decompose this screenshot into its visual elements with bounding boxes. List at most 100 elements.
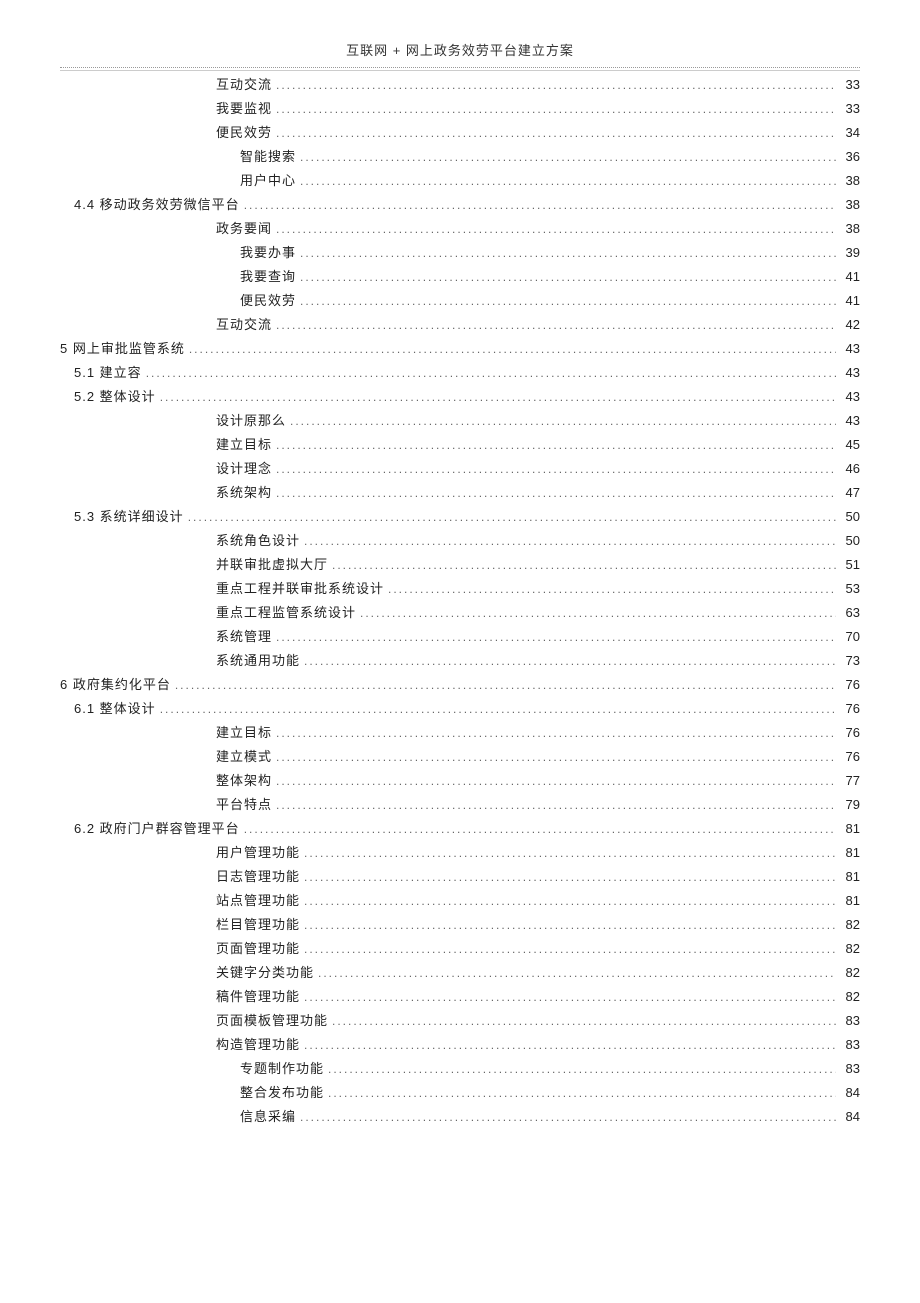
toc-entry: 用户管理功能..................................…: [60, 841, 860, 865]
toc-entry-label: 用户管理功能: [216, 841, 304, 865]
toc-entry-leader: ........................................…: [276, 481, 836, 505]
toc-entry: 重点工程并联审批系统设计............................…: [60, 577, 860, 601]
toc-entry-page: 76: [836, 673, 860, 697]
toc-entry-leader: ........................................…: [276, 457, 836, 481]
toc-entry-label: 系统架构: [216, 481, 276, 505]
toc-entry-leader: ........................................…: [160, 697, 836, 721]
toc-entry-leader: ........................................…: [300, 289, 836, 313]
toc-entry-label: 系统角色设计: [216, 529, 304, 553]
toc-entry: 建立目标....................................…: [60, 433, 860, 457]
toc-entry-leader: ........................................…: [360, 601, 836, 625]
toc-entry-leader: ........................................…: [388, 577, 836, 601]
toc-entry: 页面管理功能..................................…: [60, 937, 860, 961]
toc-entry-page: 33: [836, 73, 860, 97]
toc-entry: 4.4 移动政务效劳微信平台..........................…: [60, 193, 860, 217]
toc-entry-leader: ........................................…: [276, 721, 836, 745]
toc-entry: 整体架构....................................…: [60, 769, 860, 793]
toc-entry: 站点管理功能..................................…: [60, 889, 860, 913]
toc-entry-leader: ........................................…: [300, 1105, 836, 1129]
toc-entry-page: 70: [836, 625, 860, 649]
toc-entry-leader: ........................................…: [189, 337, 836, 361]
toc-entry-label: 智能搜索: [240, 145, 300, 169]
toc-entry: 5.2 整体设计................................…: [60, 385, 860, 409]
toc-entry-page: 81: [836, 889, 860, 913]
toc-entry-leader: ........................................…: [328, 1057, 836, 1081]
toc-entry-label: 6.2 政府门户群容管理平台: [74, 817, 244, 841]
toc-entry-leader: ........................................…: [160, 385, 836, 409]
toc-entry-label: 信息采编: [240, 1105, 300, 1129]
toc-entry-label: 5 网上审批监管系统: [60, 337, 189, 361]
toc-entry-label: 建立模式: [216, 745, 276, 769]
toc-entry-leader: ........................................…: [304, 937, 836, 961]
toc-entry-label: 政务要闻: [216, 217, 276, 241]
page-header-title: 互联网 + 网上政务效劳平台建立方案: [60, 40, 860, 68]
toc-entry-leader: ........................................…: [244, 193, 836, 217]
toc-entry-page: 81: [836, 841, 860, 865]
toc-entry-label: 并联审批虚拟大厅: [216, 553, 332, 577]
toc-entry: 政务要闻....................................…: [60, 217, 860, 241]
toc-entry-page: 46: [836, 457, 860, 481]
toc-entry: 便民效劳....................................…: [60, 121, 860, 145]
toc-entry: 重点工程监管系统设计..............................…: [60, 601, 860, 625]
toc-entry: 系统通用功能..................................…: [60, 649, 860, 673]
toc-entry-label: 整体架构: [216, 769, 276, 793]
toc-entry-page: 36: [836, 145, 860, 169]
toc-entry-page: 43: [836, 409, 860, 433]
toc-entry-leader: ........................................…: [244, 817, 836, 841]
toc-entry-leader: ........................................…: [276, 745, 836, 769]
table-of-contents: 互动交流....................................…: [60, 70, 860, 1129]
toc-entry-page: 82: [836, 913, 860, 937]
toc-entry-page: 73: [836, 649, 860, 673]
toc-entry-label: 5.3 系统详细设计: [74, 505, 188, 529]
toc-entry-label: 页面管理功能: [216, 937, 304, 961]
toc-entry: 平台特点....................................…: [60, 793, 860, 817]
toc-entry: 建立模式....................................…: [60, 745, 860, 769]
toc-entry-leader: ........................................…: [300, 241, 836, 265]
toc-entry: 关键字分类功能.................................…: [60, 961, 860, 985]
toc-entry-label: 关键字分类功能: [216, 961, 318, 985]
toc-entry-label: 站点管理功能: [216, 889, 304, 913]
toc-entry-label: 平台特点: [216, 793, 276, 817]
toc-entry-leader: ........................................…: [276, 433, 836, 457]
toc-entry-leader: ........................................…: [276, 313, 836, 337]
toc-entry: 构造管理功能..................................…: [60, 1033, 860, 1057]
toc-entry-page: 43: [836, 385, 860, 409]
toc-entry: 互动交流....................................…: [60, 313, 860, 337]
toc-entry-page: 51: [836, 553, 860, 577]
document-page: 互联网 + 网上政务效劳平台建立方案 互动交流.................…: [0, 0, 920, 1149]
toc-entry-page: 38: [836, 217, 860, 241]
toc-entry-leader: ........................................…: [332, 553, 836, 577]
toc-entry-label: 建立目标: [216, 433, 276, 457]
toc-entry-page: 82: [836, 985, 860, 1009]
toc-entry-page: 83: [836, 1009, 860, 1033]
toc-entry-leader: ........................................…: [304, 985, 836, 1009]
toc-entry: 5.3 系统详细设计..............................…: [60, 505, 860, 529]
toc-entry-leader: ........................................…: [300, 169, 836, 193]
toc-entry-page: 76: [836, 697, 860, 721]
toc-entry-page: 84: [836, 1081, 860, 1105]
toc-entry-leader: ........................................…: [300, 265, 836, 289]
toc-entry-page: 79: [836, 793, 860, 817]
toc-entry-label: 我要查询: [240, 265, 300, 289]
toc-entry-label: 互动交流: [216, 313, 276, 337]
toc-entry: 设计理念....................................…: [60, 457, 860, 481]
toc-entry-page: 81: [836, 865, 860, 889]
toc-entry-label: 便民效劳: [216, 121, 276, 145]
toc-entry-page: 41: [836, 265, 860, 289]
toc-entry-page: 33: [836, 97, 860, 121]
toc-entry-leader: ........................................…: [304, 1033, 836, 1057]
toc-entry-leader: ........................................…: [175, 673, 836, 697]
toc-entry-page: 38: [836, 193, 860, 217]
toc-entry: 6.1 整体设计................................…: [60, 697, 860, 721]
toc-entry-page: 42: [836, 313, 860, 337]
toc-entry-page: 45: [836, 433, 860, 457]
toc-entry: 稿件管理功能..................................…: [60, 985, 860, 1009]
toc-entry-page: 76: [836, 721, 860, 745]
toc-entry-label: 构造管理功能: [216, 1033, 304, 1057]
toc-entry-leader: ........................................…: [276, 73, 836, 97]
toc-entry-page: 41: [836, 289, 860, 313]
toc-entry-leader: ........................................…: [276, 217, 836, 241]
toc-entry-leader: ........................................…: [304, 649, 836, 673]
toc-entry-label: 便民效劳: [240, 289, 300, 313]
toc-entry: 用户中心....................................…: [60, 169, 860, 193]
